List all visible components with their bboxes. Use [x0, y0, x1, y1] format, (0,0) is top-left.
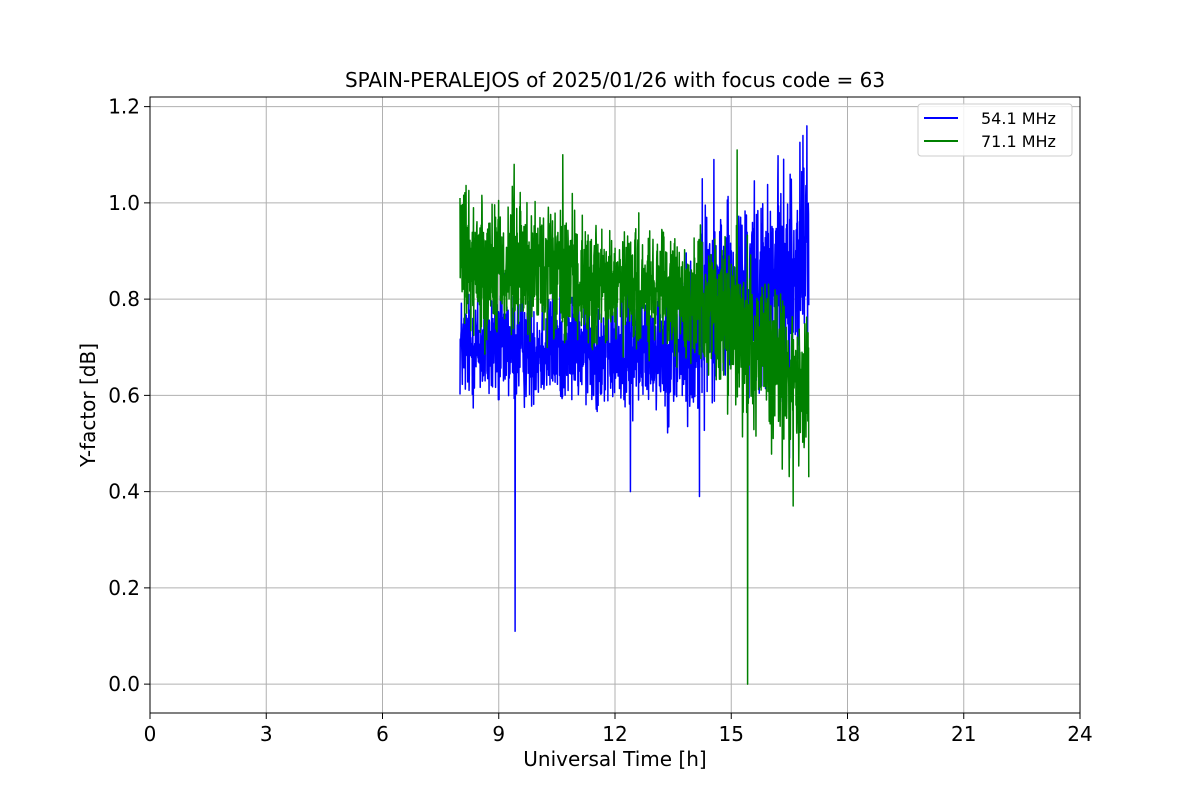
x-tick-label: 9	[492, 722, 505, 746]
y-tick-label: 0.4	[108, 480, 140, 504]
x-tick-label: 12	[602, 722, 627, 746]
legend-label: 71.1 MHz	[981, 132, 1056, 151]
x-tick-label: 0	[144, 722, 157, 746]
x-axis-ticks: 0 3 6 9 12 15 18 21 24	[144, 713, 1093, 746]
y-tick-label: 0.2	[108, 576, 140, 600]
chart-title: SPAIN-PERALEJOS of 2025/01/26 with focus…	[345, 68, 885, 92]
y-tick-label: 0.8	[108, 287, 140, 311]
y-axis-label: Y-factor [dB]	[76, 343, 100, 468]
y-tick-label: 0.0	[108, 672, 140, 696]
x-tick-label: 6	[376, 722, 389, 746]
y-tick-label: 1.2	[108, 95, 140, 119]
x-tick-label: 15	[719, 722, 744, 746]
x-tick-label: 18	[835, 722, 860, 746]
y-tick-label: 0.6	[108, 383, 140, 407]
x-tick-label: 24	[1067, 722, 1092, 746]
y-axis-ticks: 0.0 0.2 0.4 0.6 0.8 1.0 1.2	[108, 95, 150, 696]
series-line-2	[459, 149, 810, 685]
y-tick-label: 1.0	[108, 191, 140, 215]
x-tick-label: 3	[260, 722, 273, 746]
series-lines	[459, 125, 810, 685]
x-tick-label: 21	[951, 722, 976, 746]
legend-label: 54.1 MHz	[981, 109, 1056, 128]
legend: 54.1 MHz 71.1 MHz	[917, 103, 1073, 157]
x-axis-label: Universal Time [h]	[523, 747, 706, 771]
